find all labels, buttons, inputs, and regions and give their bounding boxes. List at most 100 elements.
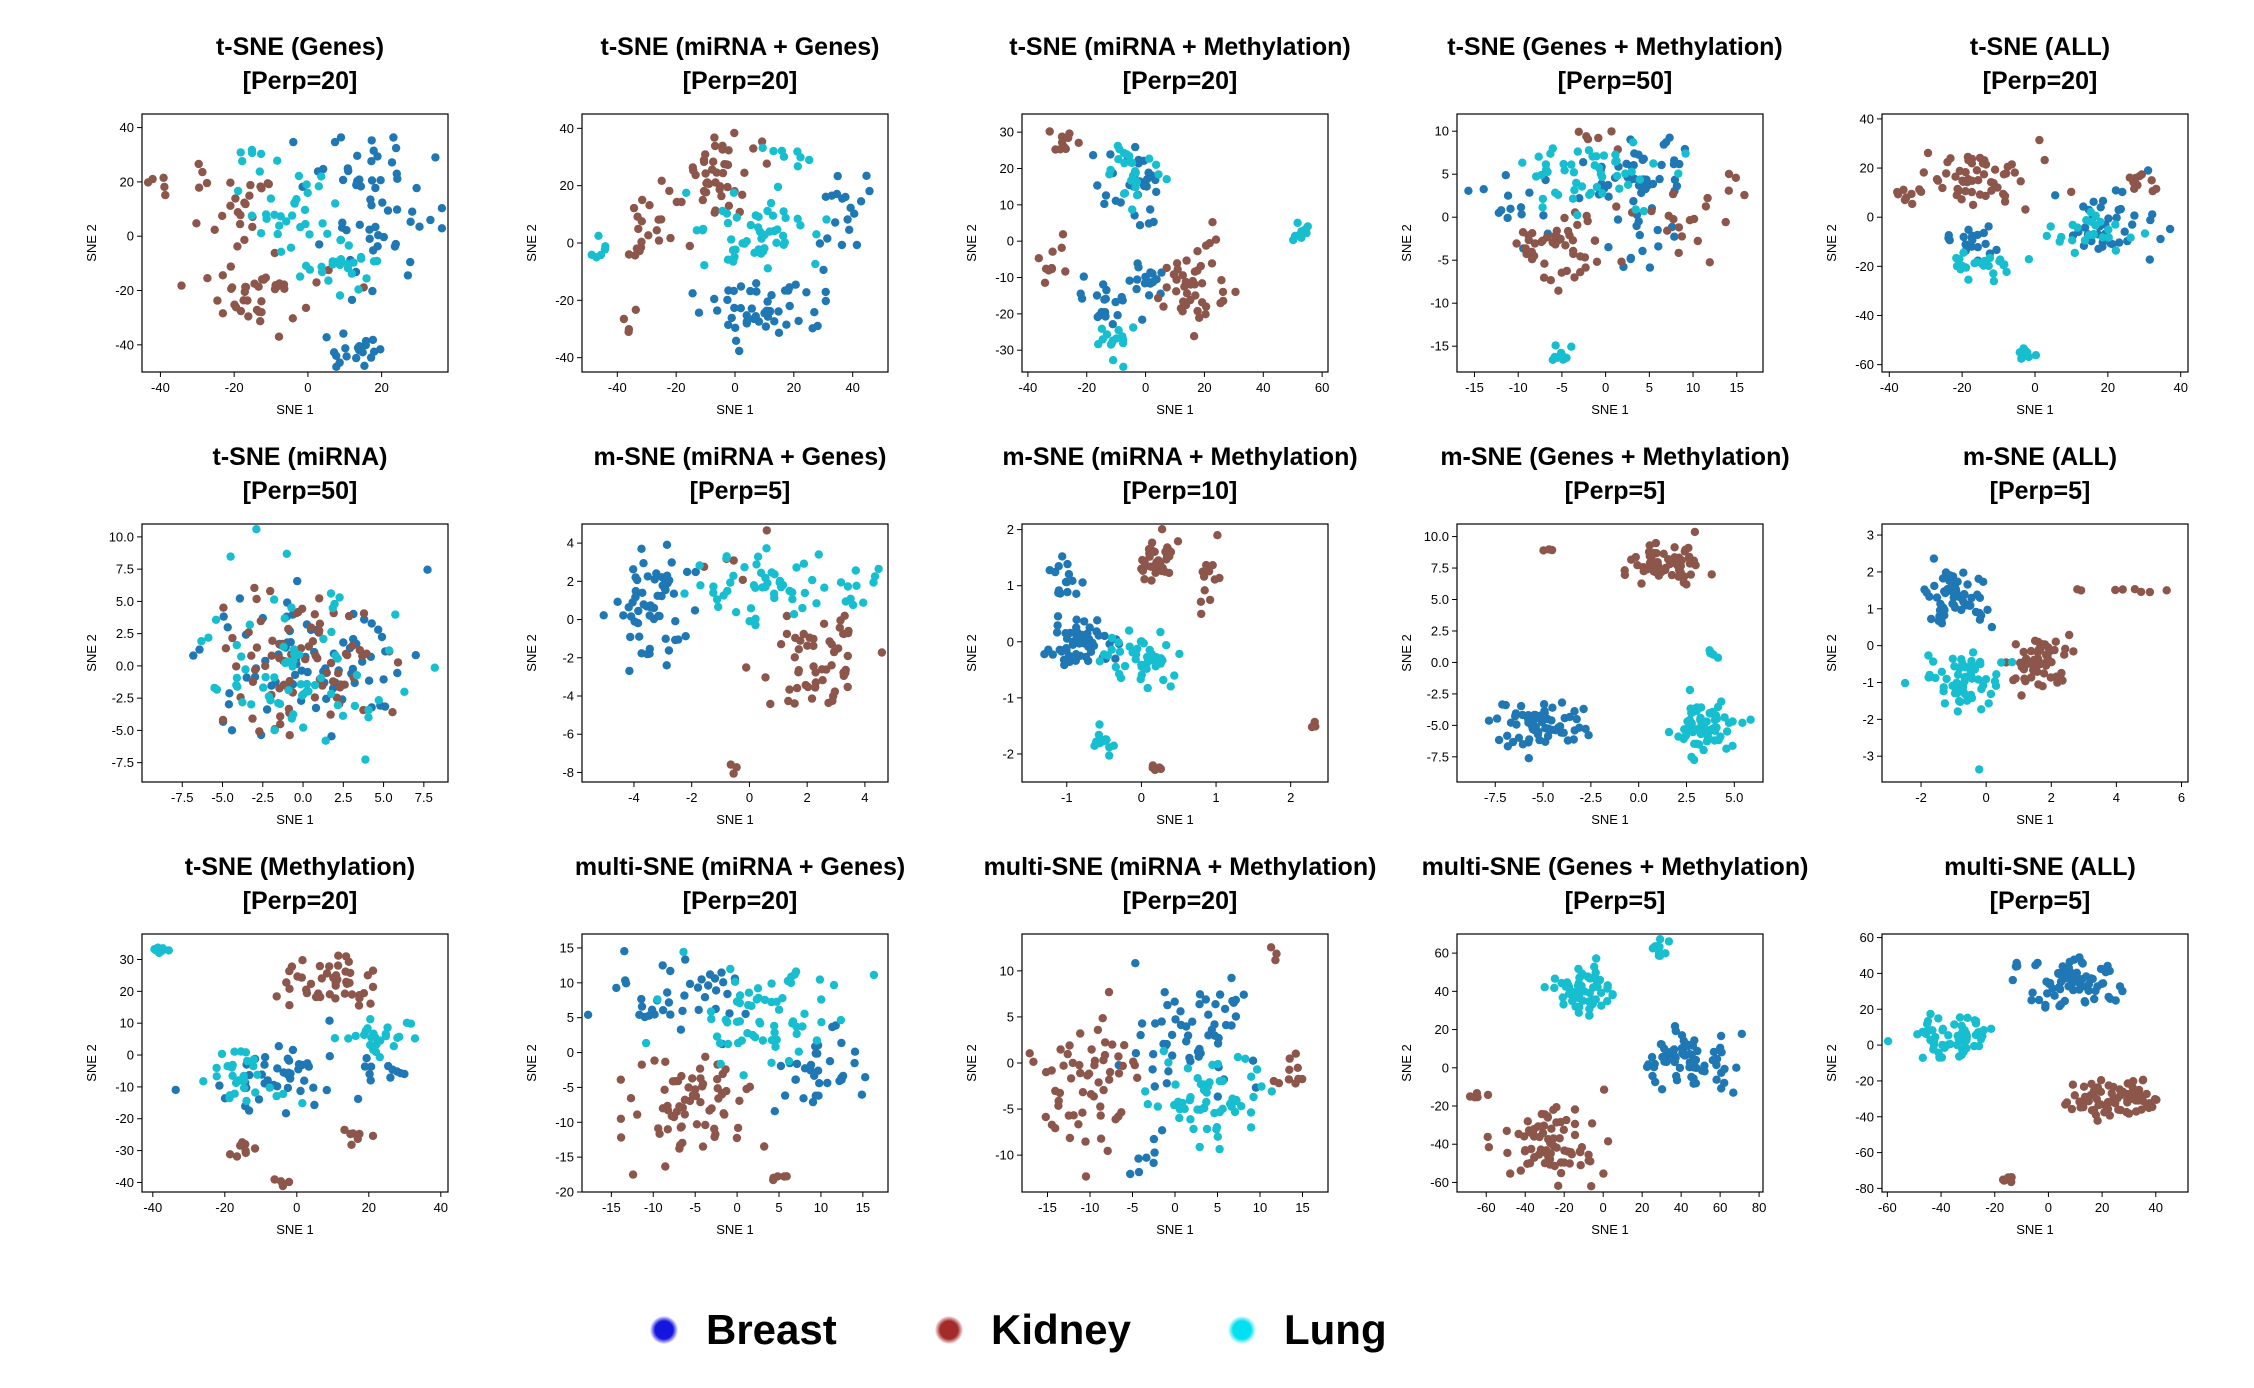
point-kidney — [1972, 166, 1982, 175]
point-lung — [1233, 1052, 1243, 1062]
point-breast — [823, 234, 832, 243]
point-lung — [1603, 983, 1612, 992]
chart-title-line1: t-SNE (Genes + Methylation) — [1447, 33, 1783, 61]
point-lung — [270, 210, 279, 219]
point-lung — [1574, 964, 1583, 974]
point-kidney — [2096, 1100, 2105, 1109]
point-kidney — [256, 616, 265, 626]
point-lung — [730, 252, 739, 262]
point-kidney — [1133, 1073, 1142, 1082]
point-kidney — [726, 760, 735, 769]
point-breast — [815, 239, 825, 248]
point-lung — [770, 226, 779, 236]
plot-frame — [1881, 933, 2189, 1193]
point-lung — [752, 995, 761, 1004]
point-kidney — [634, 224, 643, 234]
point-kidney — [1540, 1110, 1549, 1119]
point-kidney — [1569, 249, 1578, 259]
point-kidney — [1284, 1075, 1294, 1084]
point-breast — [392, 205, 402, 214]
point-breast — [1100, 199, 1109, 209]
point-breast — [1195, 990, 1205, 999]
point-kidney — [1990, 165, 2000, 174]
point-kidney — [1952, 191, 1961, 200]
point-kidney — [1933, 176, 1943, 185]
point-breast — [1984, 222, 1993, 231]
point-kidney — [1205, 239, 1214, 248]
point-lung — [763, 206, 772, 216]
point-lung — [287, 211, 297, 220]
y-tick-label: 0 — [1867, 1038, 1874, 1053]
point-breast — [1195, 1000, 1204, 1009]
point-kidney — [1915, 185, 1924, 194]
point-kidney — [1217, 276, 1226, 285]
y-tick-label: 1 — [1867, 601, 1874, 616]
y-axis-label: SNE 2 — [1824, 224, 1839, 262]
point-breast — [379, 675, 388, 684]
point-kidney — [698, 195, 707, 205]
point-breast — [1524, 718, 1533, 727]
point-breast — [821, 287, 830, 297]
chart-title: t-SNE (ALL) [Perp=20] — [1820, 30, 2254, 98]
point-breast — [1053, 612, 1063, 621]
point-kidney — [1182, 256, 1191, 265]
point-breast — [774, 328, 784, 337]
point-lung — [374, 696, 383, 705]
point-breast — [1927, 614, 1936, 624]
point-breast — [1651, 1077, 1660, 1087]
point-breast — [1511, 711, 1520, 721]
point-breast — [1953, 577, 1962, 586]
point-lung — [252, 525, 261, 534]
point-kidney — [824, 698, 833, 708]
x-tick-label: 0 — [1602, 380, 1609, 395]
point-breast — [1732, 1063, 1741, 1072]
point-kidney — [1554, 286, 1563, 295]
point-kidney — [1946, 154, 1955, 163]
point-lung — [1202, 1124, 1212, 1134]
point-kidney — [340, 1125, 349, 1135]
point-lung — [726, 964, 735, 974]
point-kidney — [1211, 235, 1221, 244]
point-lung — [747, 1001, 756, 1011]
point-kidney — [1076, 1068, 1085, 1078]
point-kidney — [803, 682, 813, 692]
point-lung — [298, 1099, 307, 1108]
point-breast — [1079, 272, 1088, 281]
point-kidney — [738, 575, 747, 585]
point-kidney — [834, 644, 843, 653]
point-kidney — [830, 687, 840, 696]
chart-panel: t-SNE (Genes) [Perp=20] -40 -20 0 20 -40 -20 0 20… — [80, 30, 520, 460]
chart-title: m-SNE (miRNA + Methylation) [Perp=10] — [960, 440, 1400, 508]
point-breast — [645, 644, 654, 654]
x-tick-label: 60 — [1315, 380, 1329, 395]
point-kidney — [843, 651, 852, 661]
point-kidney — [248, 714, 257, 723]
point-lung — [1568, 194, 1578, 203]
point-kidney — [1552, 1103, 1561, 1112]
chart-title: t-SNE (miRNA + Methylation) [Perp=20] — [960, 30, 1400, 98]
point-lung — [1574, 1008, 1583, 1017]
point-kidney — [678, 1103, 687, 1112]
point-breast — [865, 186, 874, 196]
point-kidney — [1573, 220, 1582, 230]
point-breast — [1604, 243, 1613, 252]
point-breast — [1717, 1048, 1726, 1057]
chart-title-line1: t-SNE (Genes) — [215, 33, 385, 61]
point-breast — [2048, 984, 2057, 993]
point-kidney — [221, 644, 231, 653]
point-breast — [638, 588, 647, 597]
point-breast — [1530, 712, 1540, 721]
point-kidney — [1560, 1158, 1569, 1167]
point-lung — [726, 578, 735, 587]
point-breast — [1691, 1079, 1701, 1088]
point-kidney — [1919, 168, 1928, 177]
point-lung — [2091, 221, 2100, 230]
point-lung — [352, 671, 362, 680]
chart-title-line1: m-SNE (miRNA + Genes) — [593, 443, 887, 471]
point-lung — [1164, 1058, 1173, 1067]
point-kidney — [1529, 1124, 1539, 1134]
chart-title: multi-SNE (miRNA + Methylation) [Perp=20] — [960, 850, 1400, 918]
point-breast — [1133, 275, 1142, 284]
point-lung — [783, 976, 793, 986]
